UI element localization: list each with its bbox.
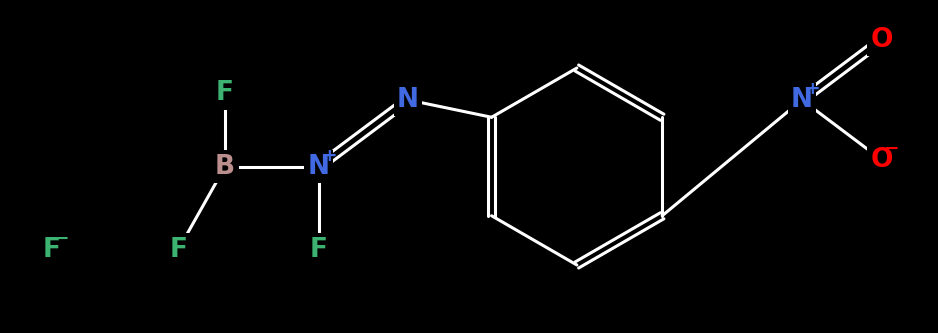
Text: F: F bbox=[42, 237, 61, 263]
Text: F: F bbox=[216, 80, 234, 106]
Text: N: N bbox=[397, 87, 419, 113]
Text: F: F bbox=[169, 237, 188, 263]
Text: O: O bbox=[870, 27, 893, 53]
Text: O: O bbox=[870, 147, 893, 173]
Text: −: − bbox=[885, 141, 900, 159]
Text: N: N bbox=[308, 154, 330, 179]
Text: +: + bbox=[322, 147, 337, 165]
Text: −: − bbox=[54, 230, 69, 248]
Text: +: + bbox=[805, 81, 820, 99]
Text: F: F bbox=[310, 237, 328, 263]
Text: N: N bbox=[791, 87, 813, 113]
Text: B: B bbox=[215, 154, 235, 179]
